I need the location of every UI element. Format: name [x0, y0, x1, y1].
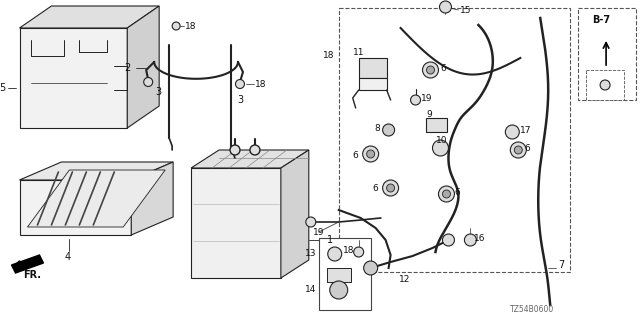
Text: 3: 3 — [155, 87, 161, 97]
Polygon shape — [191, 150, 309, 168]
Text: 18: 18 — [323, 51, 334, 60]
Polygon shape — [19, 6, 159, 28]
Text: 9: 9 — [426, 109, 432, 118]
Text: 7: 7 — [558, 260, 564, 270]
Text: 17: 17 — [520, 125, 532, 134]
Text: 18: 18 — [185, 21, 196, 30]
Bar — [426, 118, 447, 132]
Bar — [358, 78, 387, 90]
Circle shape — [442, 234, 454, 246]
Text: 3: 3 — [237, 95, 243, 105]
Circle shape — [354, 247, 364, 257]
Text: 12: 12 — [399, 276, 410, 284]
Text: 6: 6 — [353, 150, 358, 159]
Text: 18: 18 — [343, 245, 354, 254]
Text: 6: 6 — [454, 188, 460, 196]
Circle shape — [330, 281, 348, 299]
Text: 11: 11 — [353, 47, 364, 57]
Polygon shape — [191, 168, 281, 278]
Text: TZ54B0600: TZ54B0600 — [510, 306, 555, 315]
Circle shape — [410, 95, 420, 105]
Text: 15: 15 — [460, 5, 472, 14]
Text: 19: 19 — [420, 93, 432, 102]
Polygon shape — [19, 180, 131, 235]
Text: 6: 6 — [372, 183, 378, 193]
Circle shape — [438, 186, 454, 202]
Circle shape — [250, 145, 260, 155]
Text: B-7: B-7 — [592, 15, 611, 25]
Polygon shape — [28, 170, 165, 227]
Text: 18: 18 — [255, 79, 266, 89]
Text: 6: 6 — [524, 143, 530, 153]
Text: 13: 13 — [305, 250, 316, 259]
Text: 8: 8 — [374, 124, 380, 132]
Circle shape — [306, 217, 316, 227]
Circle shape — [515, 146, 522, 154]
Polygon shape — [12, 255, 44, 273]
Text: 6: 6 — [440, 63, 446, 73]
Circle shape — [442, 190, 451, 198]
Text: 5: 5 — [0, 83, 6, 93]
Polygon shape — [19, 162, 173, 180]
Polygon shape — [127, 6, 159, 128]
Text: 10: 10 — [435, 135, 447, 145]
Polygon shape — [281, 150, 309, 278]
Circle shape — [172, 22, 180, 30]
Circle shape — [363, 146, 379, 162]
Text: 4: 4 — [65, 252, 70, 262]
Circle shape — [387, 184, 395, 192]
Circle shape — [230, 145, 240, 155]
Circle shape — [426, 66, 435, 74]
Circle shape — [383, 124, 395, 136]
Text: 19: 19 — [313, 228, 324, 236]
Circle shape — [383, 180, 399, 196]
Bar — [578, 8, 636, 100]
Circle shape — [328, 247, 342, 261]
Bar — [327, 268, 351, 282]
Bar — [339, 8, 570, 272]
Circle shape — [510, 142, 526, 158]
Text: 16: 16 — [474, 234, 486, 243]
Circle shape — [364, 261, 378, 275]
Bar — [319, 238, 371, 310]
Circle shape — [236, 79, 244, 89]
Polygon shape — [131, 162, 173, 235]
Text: 2: 2 — [124, 63, 131, 73]
Text: 1: 1 — [327, 235, 333, 245]
Circle shape — [144, 77, 153, 86]
Text: FR.: FR. — [24, 270, 42, 280]
Bar — [358, 58, 387, 78]
Text: 14: 14 — [305, 285, 316, 294]
Bar — [586, 70, 624, 100]
Circle shape — [440, 1, 451, 13]
Circle shape — [367, 150, 374, 158]
Circle shape — [506, 125, 519, 139]
Circle shape — [600, 80, 610, 90]
Circle shape — [465, 234, 476, 246]
Circle shape — [422, 62, 438, 78]
Circle shape — [433, 140, 449, 156]
Polygon shape — [19, 28, 127, 128]
